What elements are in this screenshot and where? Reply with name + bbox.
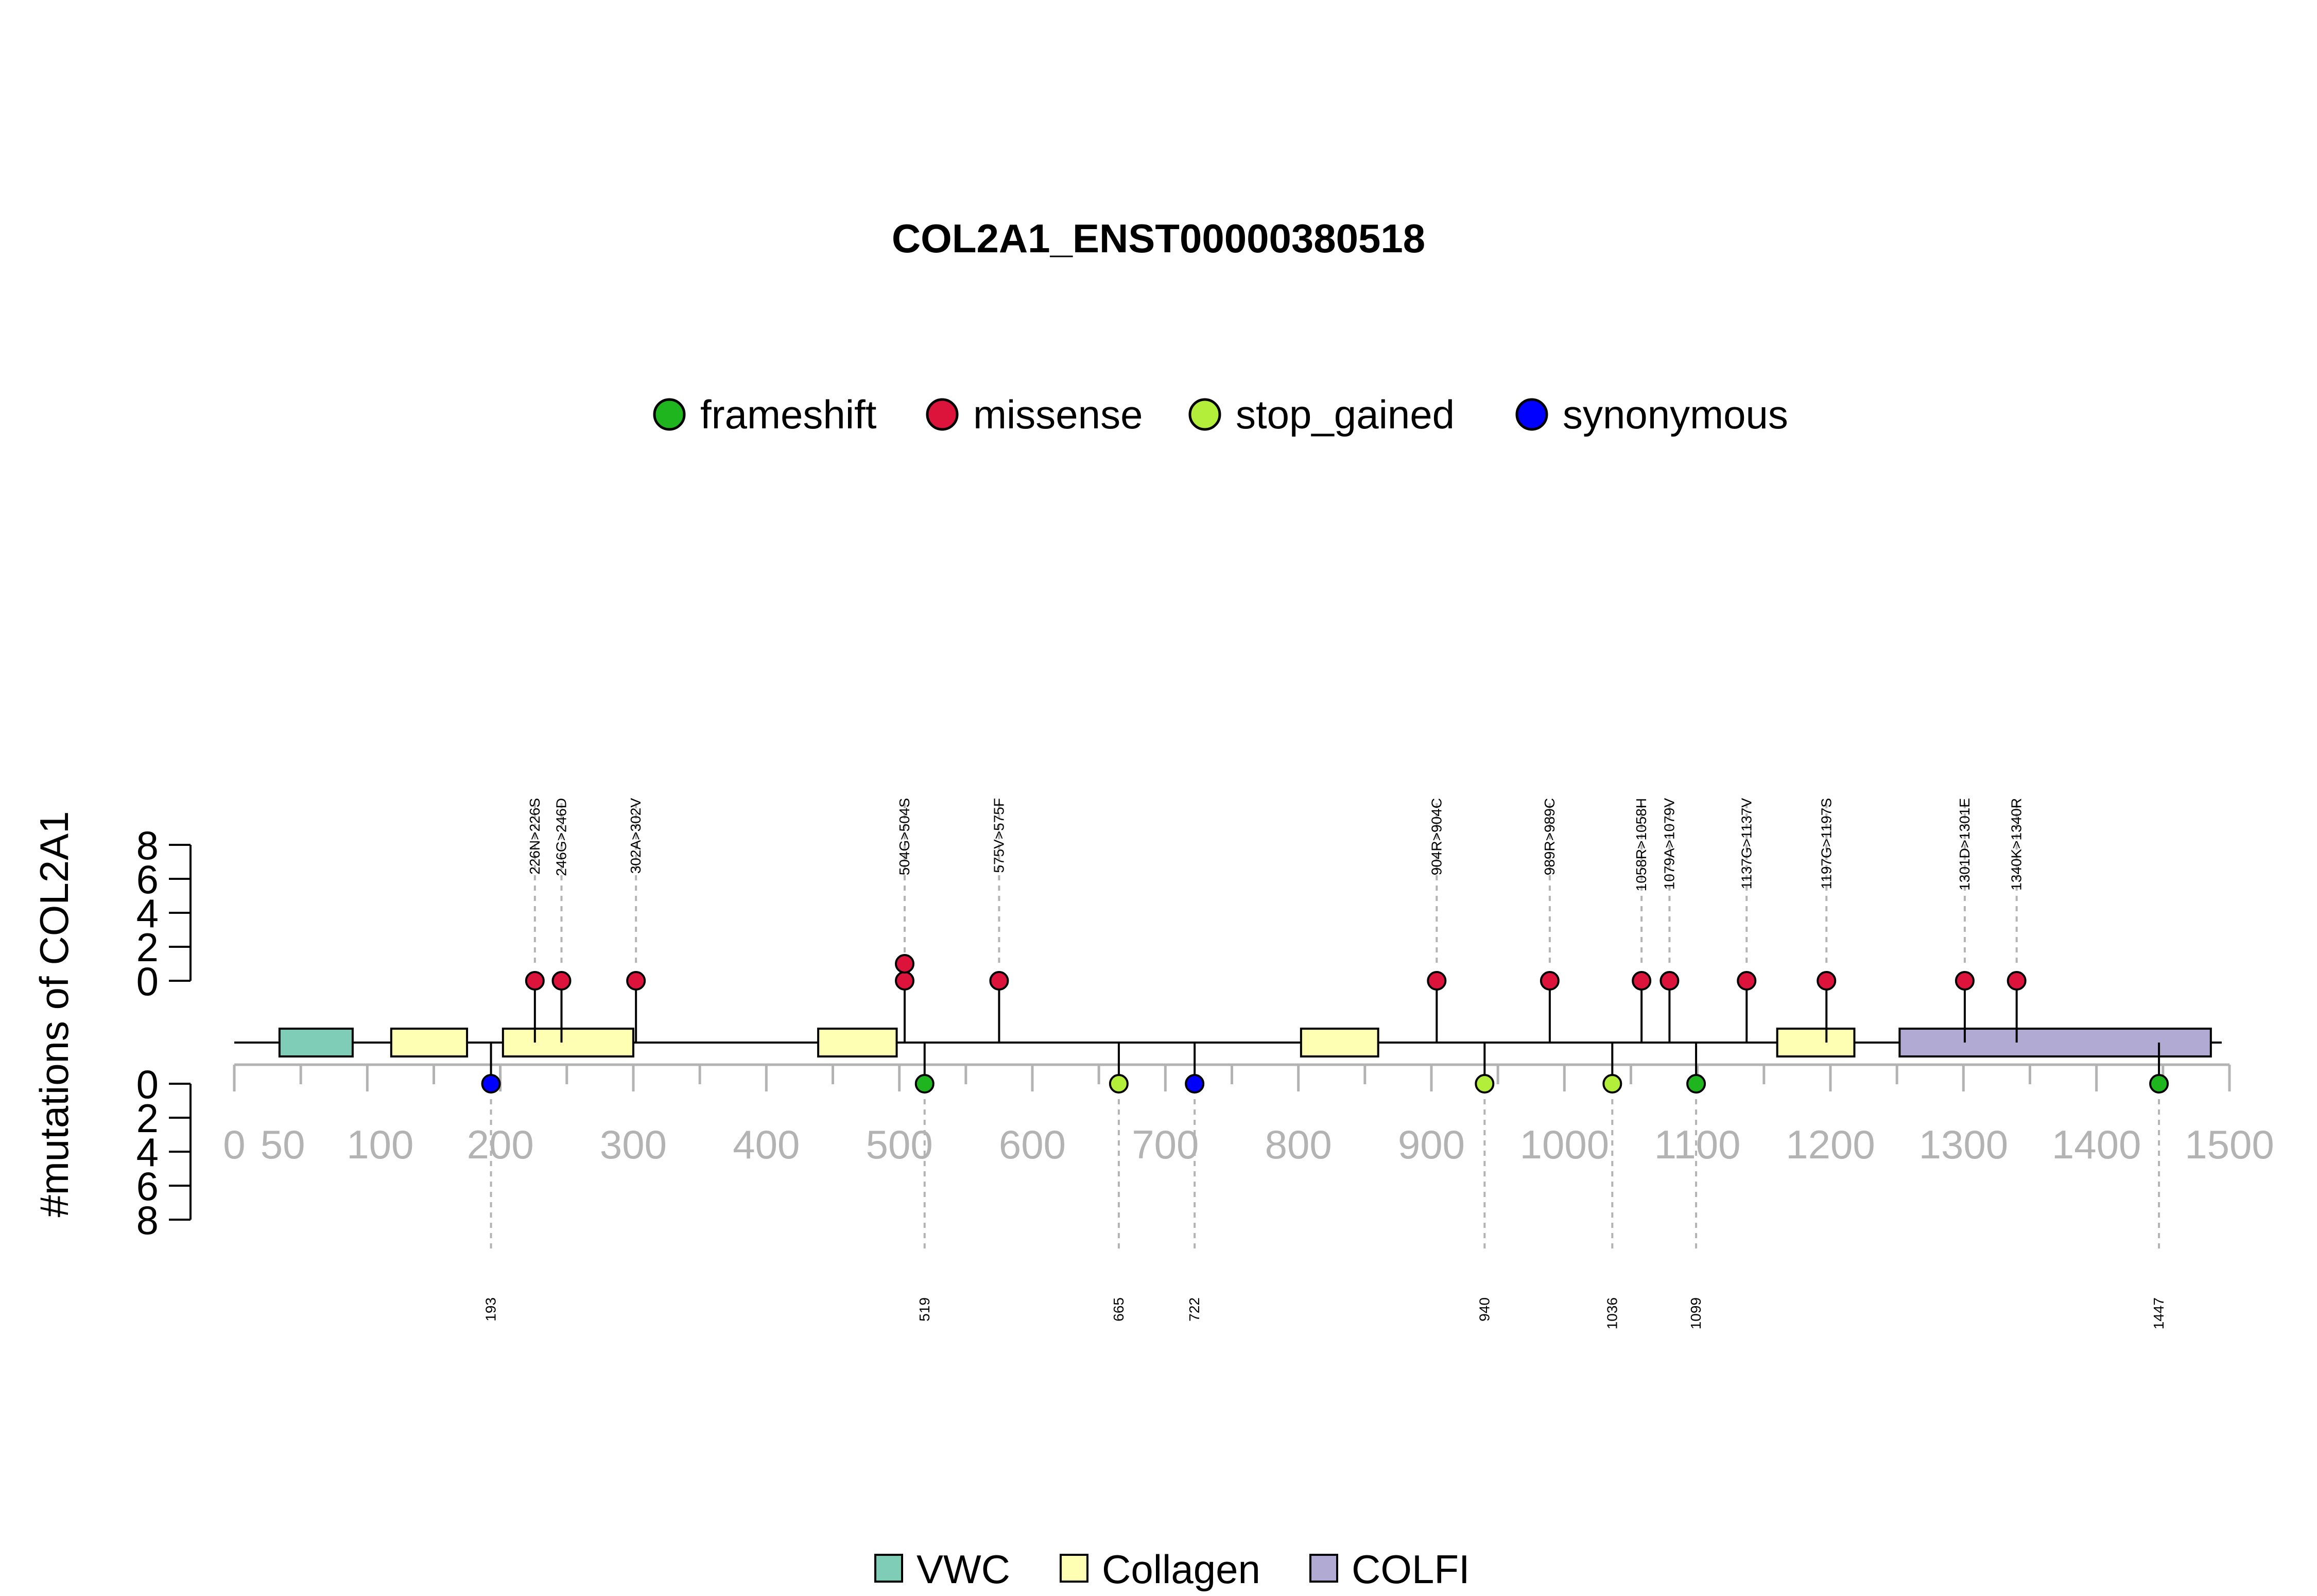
upper-y-tick-label: 2	[136, 925, 159, 970]
domain-collagen	[1776, 1028, 1856, 1057]
legend-swatch-synonymous	[1515, 398, 1548, 431]
mutation-point	[2149, 1074, 2169, 1094]
x-tick-label: 900	[1398, 1122, 1465, 1167]
mutation-point	[626, 971, 646, 991]
mutation-label: 575V>575F	[991, 798, 1007, 873]
x-tick-label: 800	[1265, 1122, 1332, 1167]
mutation-label: 246G>246D	[554, 798, 569, 876]
upper-y-tick-label: 8	[136, 823, 159, 868]
domain-collagen	[502, 1028, 634, 1057]
mutation-point	[2007, 971, 2027, 991]
mutation-label: 504G>504S	[896, 798, 912, 875]
domain-colfi	[1898, 1028, 2212, 1057]
mutation-label: 904R>904C	[1428, 798, 1444, 875]
x-tick-label: 50	[261, 1122, 305, 1167]
lower-y-tick-label: 6	[136, 1164, 159, 1209]
legend-label-frameshift: frameshift	[700, 392, 877, 437]
mutation-point	[525, 971, 545, 991]
mutation-label: 1197G>1197S	[1818, 798, 1834, 889]
mutation-point	[481, 1074, 501, 1094]
mutation-point	[1540, 971, 1560, 991]
x-tick-label: 1100	[1654, 1122, 1741, 1167]
upper-y-tick-label: 4	[136, 891, 159, 936]
mutation-point	[914, 1074, 935, 1094]
lower-y-tick-label: 4	[136, 1130, 159, 1175]
mutation-point	[1817, 971, 1837, 991]
mutation-point	[1737, 971, 1757, 991]
x-tick-label: 100	[347, 1122, 413, 1167]
mutation-point	[989, 971, 1009, 991]
y-axis-label: #mutations of COL2A1	[31, 811, 77, 1217]
mutation-label: 193	[483, 1297, 499, 1322]
mutation-legend: frameshift missense stop_gained synonymous	[653, 392, 1788, 437]
upper-y-tick-label: 0	[136, 959, 159, 1004]
mutation-label: 519	[917, 1297, 932, 1322]
mutation-label: 1340K>1340R	[2009, 798, 2025, 891]
legend-swatch-collagen	[1060, 1554, 1088, 1583]
mutation-label: 665	[1111, 1297, 1127, 1322]
mutation-label: 226N>226S	[527, 798, 543, 875]
x-tick-label: 500	[866, 1122, 933, 1167]
x-tick-label: 1400	[2052, 1122, 2141, 1167]
mutation-point	[1185, 1074, 1205, 1094]
mutation-label: 940	[1476, 1297, 1492, 1322]
upper-y-tick-label: 6	[136, 857, 159, 902]
mutation-label: 302A>302V	[628, 798, 644, 874]
legend-label-collagen: Collagen	[1102, 1547, 1260, 1592]
x-tick-label: 600	[999, 1122, 1066, 1167]
x-tick-label: 700	[1132, 1122, 1199, 1167]
x-tick-label: 1200	[1786, 1122, 1875, 1167]
mutation-point	[1659, 971, 1680, 991]
legend-label-vwc: VWC	[917, 1547, 1010, 1592]
mutation-label: 989R>989C	[1542, 798, 1558, 875]
domain-collagen	[817, 1028, 898, 1057]
mutation-point	[1955, 971, 1975, 991]
chart-title: COL2A1_ENST00000380518	[892, 216, 1425, 261]
mutation-label: 1058R>1058H	[1633, 798, 1649, 891]
mutation-point	[1632, 971, 1652, 991]
legend-swatch-vwc	[874, 1554, 903, 1583]
x-tick-label: 1300	[1919, 1122, 2009, 1167]
lower-y-tick-label: 2	[136, 1096, 159, 1141]
x-tick-label: 300	[600, 1122, 667, 1167]
mutation-point	[551, 971, 572, 991]
mutation-point	[1109, 1074, 1129, 1094]
mutation-point	[895, 971, 914, 991]
legend-label-stop_gained: stop_gained	[1236, 392, 1455, 437]
legend-label-colfi: COLFI	[1352, 1547, 1470, 1592]
x-tick-label: 1500	[2185, 1122, 2274, 1167]
legend-swatch-stop_gained	[1188, 398, 1221, 431]
domain-collagen	[390, 1028, 469, 1057]
x-tick-label: 200	[467, 1122, 534, 1167]
mutation-label: 722	[1186, 1297, 1202, 1322]
domain-vwc	[278, 1028, 354, 1057]
legend-swatch-frameshift	[653, 398, 686, 431]
mutation-label: 1079A>1079V	[1661, 798, 1677, 890]
mutation-point	[895, 954, 914, 974]
legend-swatch-colfi	[1309, 1554, 1338, 1583]
legend-label-missense: missense	[973, 392, 1143, 437]
mutation-label: 1099	[1688, 1297, 1704, 1329]
mutation-label: 1137G>1137V	[1738, 798, 1754, 890]
x-tick-label: 400	[733, 1122, 800, 1167]
x-tick-label: 0	[223, 1122, 245, 1167]
mutation-label: 1036	[1604, 1297, 1620, 1329]
x-tick-label: 1000	[1520, 1122, 1610, 1167]
domain-collagen	[1300, 1028, 1379, 1057]
legend-swatch-missense	[926, 398, 959, 431]
lower-y-tick-label: 8	[136, 1198, 159, 1243]
legend-label-synonymous: synonymous	[1563, 392, 1788, 437]
mutation-label: 1447	[2151, 1297, 2167, 1329]
domain-legend: VWC Collagen COLFI	[874, 1547, 1470, 1592]
mutation-point	[1475, 1074, 1495, 1094]
lower-y-tick-label: 0	[136, 1062, 159, 1107]
mutation-label: 1301D>1301E	[1957, 798, 1973, 891]
mutation-point	[1427, 971, 1447, 991]
mutation-point	[1602, 1074, 1622, 1094]
mutation-point	[1686, 1074, 1706, 1094]
